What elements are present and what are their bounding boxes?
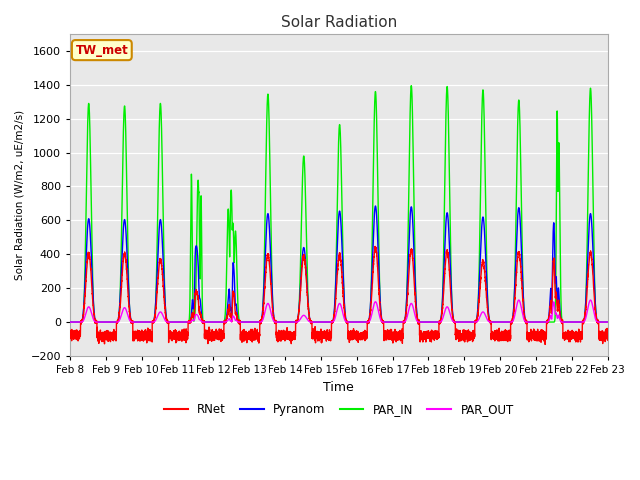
Legend: RNet, Pyranom, PAR_IN, PAR_OUT: RNet, Pyranom, PAR_IN, PAR_OUT bbox=[159, 398, 518, 421]
PAR_IN bbox=[321, 319, 328, 325]
RNet bbox=[604, 334, 611, 340]
Pyranom bbox=[372, 203, 380, 209]
PAR_IN bbox=[460, 319, 467, 325]
PAR_IN bbox=[249, 319, 257, 325]
Pyranom bbox=[604, 319, 611, 325]
PAR_OUT bbox=[575, 319, 582, 325]
PAR_IN bbox=[474, 299, 482, 304]
PAR_IN bbox=[575, 319, 582, 325]
RNet bbox=[581, 311, 589, 316]
RNet bbox=[460, 334, 467, 340]
RNet bbox=[67, 332, 74, 337]
Line: PAR_OUT: PAR_OUT bbox=[70, 300, 607, 322]
PAR_OUT bbox=[67, 319, 74, 325]
RNet bbox=[321, 328, 328, 334]
Text: TW_met: TW_met bbox=[76, 44, 128, 57]
RNet bbox=[474, 309, 482, 314]
RNet bbox=[249, 330, 257, 336]
X-axis label: Time: Time bbox=[323, 381, 354, 394]
PAR_OUT bbox=[474, 317, 482, 323]
Pyranom bbox=[249, 319, 257, 325]
Y-axis label: Solar Radiation (W/m2, uE/m2/s): Solar Radiation (W/m2, uE/m2/s) bbox=[15, 110, 25, 280]
Title: Solar Radiation: Solar Radiation bbox=[281, 15, 397, 30]
RNet bbox=[575, 333, 582, 339]
PAR_IN bbox=[408, 83, 415, 88]
RNet bbox=[541, 342, 549, 348]
PAR_OUT bbox=[249, 319, 257, 325]
Line: PAR_IN: PAR_IN bbox=[70, 85, 607, 322]
PAR_IN bbox=[604, 319, 611, 325]
Pyranom bbox=[474, 300, 482, 306]
PAR_OUT bbox=[604, 319, 611, 325]
Line: Pyranom: Pyranom bbox=[70, 206, 607, 322]
Pyranom bbox=[321, 319, 328, 325]
PAR_OUT bbox=[515, 297, 523, 303]
PAR_OUT bbox=[581, 317, 589, 323]
Pyranom bbox=[575, 319, 582, 325]
PAR_IN bbox=[67, 319, 74, 325]
RNet bbox=[371, 243, 379, 249]
Pyranom bbox=[581, 309, 589, 315]
PAR_OUT bbox=[321, 319, 328, 325]
Pyranom bbox=[67, 319, 74, 325]
PAR_IN bbox=[581, 311, 589, 317]
PAR_OUT bbox=[459, 319, 467, 325]
Line: RNet: RNet bbox=[70, 246, 607, 345]
Pyranom bbox=[460, 319, 467, 325]
